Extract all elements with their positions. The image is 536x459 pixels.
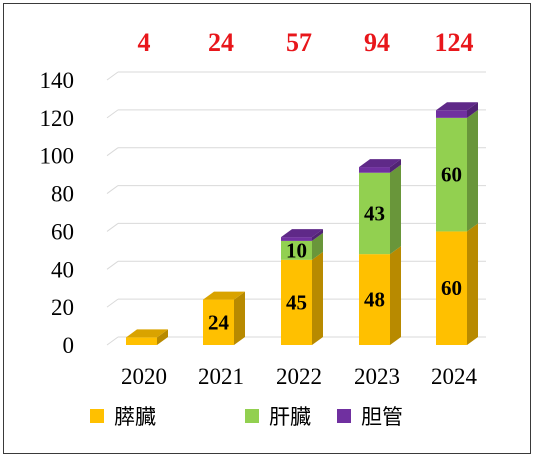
bar-side xyxy=(467,223,478,345)
bar-front xyxy=(436,231,467,345)
bar-top xyxy=(436,102,478,111)
legend-swatch xyxy=(90,409,104,423)
bar-side xyxy=(157,329,168,345)
bar-side xyxy=(234,291,245,345)
bar-front xyxy=(281,259,312,345)
gridline-depth xyxy=(106,185,119,194)
y-tick-label: 60 xyxy=(51,219,74,244)
gridline-depth xyxy=(106,298,119,308)
bar-top xyxy=(203,291,245,300)
legend-swatch xyxy=(245,409,259,423)
legend-label: 胆管 xyxy=(361,405,403,429)
bar-side xyxy=(312,229,323,241)
legend-label: 膵臓 xyxy=(114,405,156,429)
y-tick-label: 80 xyxy=(51,182,74,207)
y-tick-label: 20 xyxy=(51,295,74,320)
bar-top xyxy=(359,159,401,168)
segment-labels: 24 45 10 48 43 60 60 xyxy=(208,163,462,335)
bar-front xyxy=(126,337,157,345)
bar-side xyxy=(312,232,323,260)
legend-swatch xyxy=(337,409,351,423)
bar-front xyxy=(359,172,390,255)
bar-front xyxy=(359,167,390,173)
bar-front xyxy=(359,254,390,345)
y-axis-ticks: 0 20 40 60 80 100 120 140 xyxy=(40,68,75,358)
total-label: 4 xyxy=(138,28,151,57)
total-label: 94 xyxy=(364,28,390,57)
x-tick-label: 2020 xyxy=(121,364,167,389)
bar-side xyxy=(312,251,323,345)
segment-label: 48 xyxy=(364,288,385,312)
bar-front xyxy=(436,110,467,118)
segment-label: 24 xyxy=(208,310,230,334)
gridline-depth xyxy=(106,260,119,270)
bar-front xyxy=(281,240,312,260)
gridline-depth xyxy=(106,109,119,119)
gridline-depth xyxy=(106,336,119,346)
x-tick-label: 2021 xyxy=(198,364,244,389)
legend-label: 肝臓 xyxy=(269,405,311,429)
gridline-depth xyxy=(106,147,119,157)
segment-label: 60 xyxy=(441,276,462,300)
gridline-depth xyxy=(106,223,119,232)
bar-side xyxy=(467,102,478,118)
segment-label: 60 xyxy=(441,163,462,187)
total-label: 24 xyxy=(208,28,234,57)
total-label: 124 xyxy=(435,28,474,57)
segment-label: 43 xyxy=(364,201,385,225)
bar-front xyxy=(203,299,234,345)
bars xyxy=(126,102,478,345)
segment-label: 10 xyxy=(286,238,307,262)
bar-side xyxy=(390,159,401,173)
x-tick-label: 2022 xyxy=(276,364,322,389)
legend: 膵臓 肝臓 胆管 xyxy=(90,405,403,429)
bar-side xyxy=(390,246,401,345)
bar-top xyxy=(126,329,168,338)
y-tick-label: 40 xyxy=(51,257,74,282)
x-tick-label: 2024 xyxy=(431,364,478,389)
total-label: 57 xyxy=(286,28,312,57)
totals: 4 24 57 94 124 xyxy=(138,28,474,57)
gridline-depth xyxy=(106,71,119,81)
segment-label: 45 xyxy=(286,290,307,314)
x-axis-ticks: 2020 2021 2022 2023 2024 xyxy=(121,364,478,389)
bar-top xyxy=(281,229,323,238)
x-tick-label: 2023 xyxy=(354,364,400,389)
bar-front xyxy=(436,117,467,232)
bar-front xyxy=(281,237,312,241)
y-tick-label: 100 xyxy=(40,144,75,169)
bar-side xyxy=(467,109,478,232)
gridlines xyxy=(106,71,486,346)
bar-side xyxy=(390,164,401,255)
y-tick-label: 120 xyxy=(40,106,75,131)
y-tick-label: 0 xyxy=(63,333,75,358)
y-tick-label: 140 xyxy=(40,68,75,93)
